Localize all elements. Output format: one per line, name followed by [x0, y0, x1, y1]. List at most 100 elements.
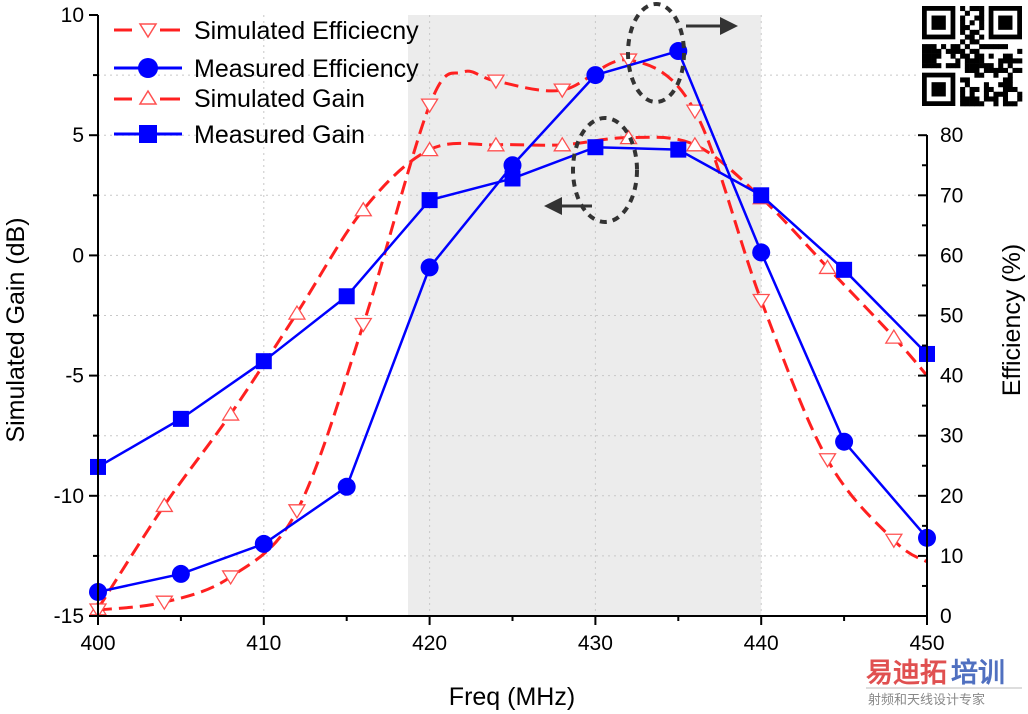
qr-module [964, 101, 970, 107]
y-right-axis-title: Efficiency (%) [998, 244, 1026, 396]
y-left-tick-label: 10 [61, 4, 84, 27]
qr-module [936, 53, 942, 59]
qr-module [974, 72, 980, 78]
legend-item-simulated-gain: Simulated Gain [114, 85, 365, 113]
qr-module [969, 34, 975, 40]
circle-marker-icon [138, 58, 158, 78]
qr-module [922, 63, 928, 69]
qr-module [974, 29, 980, 35]
qr-module [969, 67, 975, 73]
qr-module [998, 91, 1004, 97]
qr-module [964, 82, 970, 88]
qr-module [979, 34, 985, 40]
qr-module [988, 63, 994, 69]
data-point-square [670, 141, 687, 158]
qr-module [974, 67, 980, 73]
data-point-circle [420, 258, 439, 277]
qr-module [974, 58, 980, 64]
qr-module [1012, 101, 1018, 107]
qr-module [1012, 58, 1018, 64]
qr-module [964, 63, 970, 69]
qr-module [983, 96, 989, 102]
qr-module [936, 48, 942, 54]
qr-module [960, 96, 966, 102]
qr-module [926, 48, 932, 54]
data-point-circle [337, 477, 356, 496]
qr-module [974, 15, 980, 21]
qr-module [1002, 82, 1009, 88]
qr-module [926, 58, 932, 64]
square-marker-icon [139, 125, 157, 143]
qr-module [960, 48, 966, 54]
legend: Simulated Efficiecny Measured Efficiency… [114, 17, 419, 149]
qr-module [955, 44, 961, 50]
qr-module [974, 6, 980, 12]
qr-module [969, 39, 975, 45]
y-right-tick-label: 50 [940, 305, 963, 328]
annotations [544, 2, 738, 224]
data-point-triangle-down [287, 504, 307, 520]
qr-module [979, 101, 985, 107]
qr-module [964, 25, 970, 31]
qr-module [950, 63, 956, 69]
qr-module [945, 63, 951, 69]
qr-module [1002, 96, 1009, 102]
watermark-brand-red: 易迪拓 [866, 658, 947, 689]
qr-module [1007, 72, 1013, 78]
qr-module [960, 29, 966, 35]
data-point-square [836, 261, 853, 278]
qr-module [1007, 82, 1013, 88]
qr-module [922, 44, 928, 50]
qr-module [998, 44, 1004, 50]
qr-finder [998, 15, 1013, 30]
qr-module [993, 72, 999, 78]
qr-module [960, 91, 966, 97]
qr-module [998, 58, 1004, 64]
data-point-square [255, 353, 272, 370]
qr-module [979, 6, 985, 12]
qr-module [1002, 77, 1009, 83]
qr-module [1002, 53, 1009, 59]
qr-module [988, 53, 994, 59]
data-point-triangle-down [752, 293, 771, 309]
qr-finder [931, 82, 946, 97]
data-point-circle [586, 66, 605, 85]
qr-module [969, 29, 975, 35]
qr-module [922, 48, 928, 54]
series-measured-gain [90, 139, 935, 475]
qr-module [974, 101, 980, 107]
triangle-down-marker-icon [138, 23, 158, 39]
data-point-triangle-down [553, 83, 572, 99]
data-point-square [172, 410, 189, 427]
qr-module [1002, 44, 1009, 50]
qr-module [969, 6, 975, 12]
y-left-tick-label: 5 [72, 124, 84, 147]
qr-module [969, 86, 975, 93]
legend-item-measured-efficiency: Measured Efficiency [114, 55, 419, 83]
data-point-triangle-up [486, 136, 506, 152]
qr-module [955, 48, 961, 54]
qr-module [1007, 77, 1013, 83]
x-tick-label: 450 [909, 632, 944, 655]
qr-code [920, 4, 1024, 108]
y-right-tick-label: 70 [940, 184, 963, 207]
axes: 400 410 420 430 440 450 -15 -10 -5 0 5 10 0 10 20 30 40 5… [54, 4, 964, 655]
data-point-triangle-down [155, 595, 174, 611]
qr-module [969, 63, 975, 69]
legend-item-simulated-efficiency: Simulated Efficiecny [114, 17, 419, 45]
qr-module [931, 48, 937, 54]
legend-label: Measured Gain [194, 121, 365, 149]
data-point-triangle-down [354, 317, 373, 333]
annotation-ellipse-efficiency [626, 2, 686, 104]
qr-module [988, 96, 994, 102]
qr-module [979, 53, 985, 59]
data-point-triangle-up [685, 136, 705, 152]
qr-module [931, 58, 937, 64]
qr-module [936, 63, 942, 69]
qr-module [960, 25, 966, 31]
watermark-brand-blue: 培训 [951, 658, 1005, 689]
qr-module [964, 53, 970, 59]
annotation-ellipse-gain [571, 116, 639, 224]
y-right-tick-label: 10 [940, 545, 963, 568]
qr-module [969, 101, 975, 107]
